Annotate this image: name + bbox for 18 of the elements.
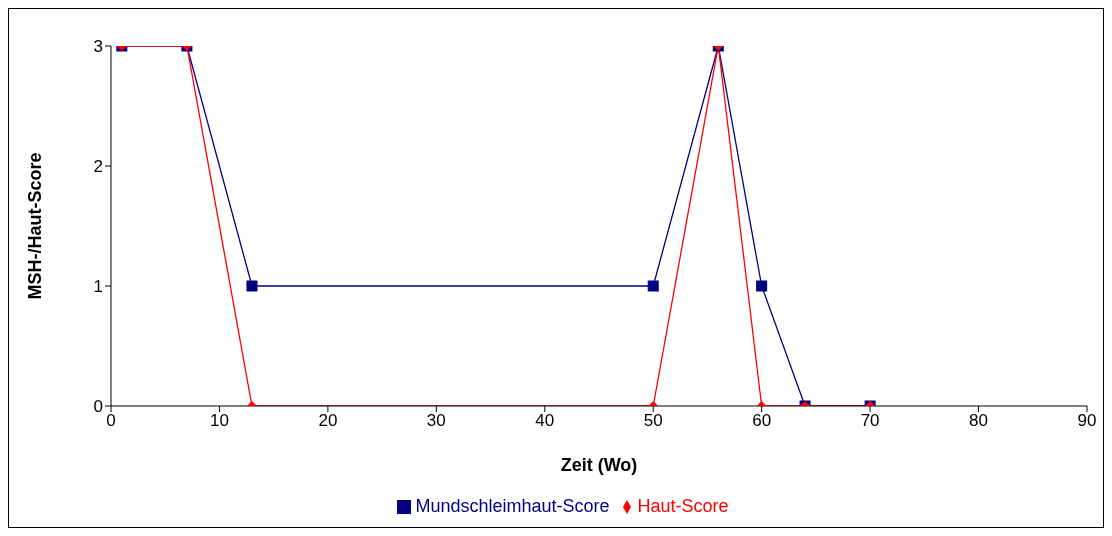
y-tick-label: 1 bbox=[93, 277, 103, 297]
x-tick-label: 90 bbox=[1077, 411, 1097, 431]
x-axis-title: Zeit (Wo) bbox=[560, 454, 638, 475]
x-tick-label: 20 bbox=[318, 411, 338, 431]
x-tick-label: 70 bbox=[860, 411, 880, 431]
y-tick-label: 2 bbox=[93, 157, 103, 177]
x-tick-label: 30 bbox=[426, 411, 446, 431]
x-tick-label: 10 bbox=[209, 411, 229, 431]
x-tick-label: 50 bbox=[643, 411, 663, 431]
x-tick-label: 0 bbox=[106, 411, 116, 431]
x-tick-label: 60 bbox=[752, 411, 772, 431]
legend-label: Haut-Score bbox=[637, 496, 729, 516]
y-tick-label: 3 bbox=[93, 37, 103, 57]
x-tick-label: 40 bbox=[535, 411, 555, 431]
y-axis-title: MSH-/Haut-Score bbox=[25, 152, 46, 300]
y-tick-label: 0 bbox=[93, 397, 103, 417]
legend-label: Mundschleimhaut-Score bbox=[415, 496, 610, 516]
x-tick-label: 80 bbox=[969, 411, 989, 431]
